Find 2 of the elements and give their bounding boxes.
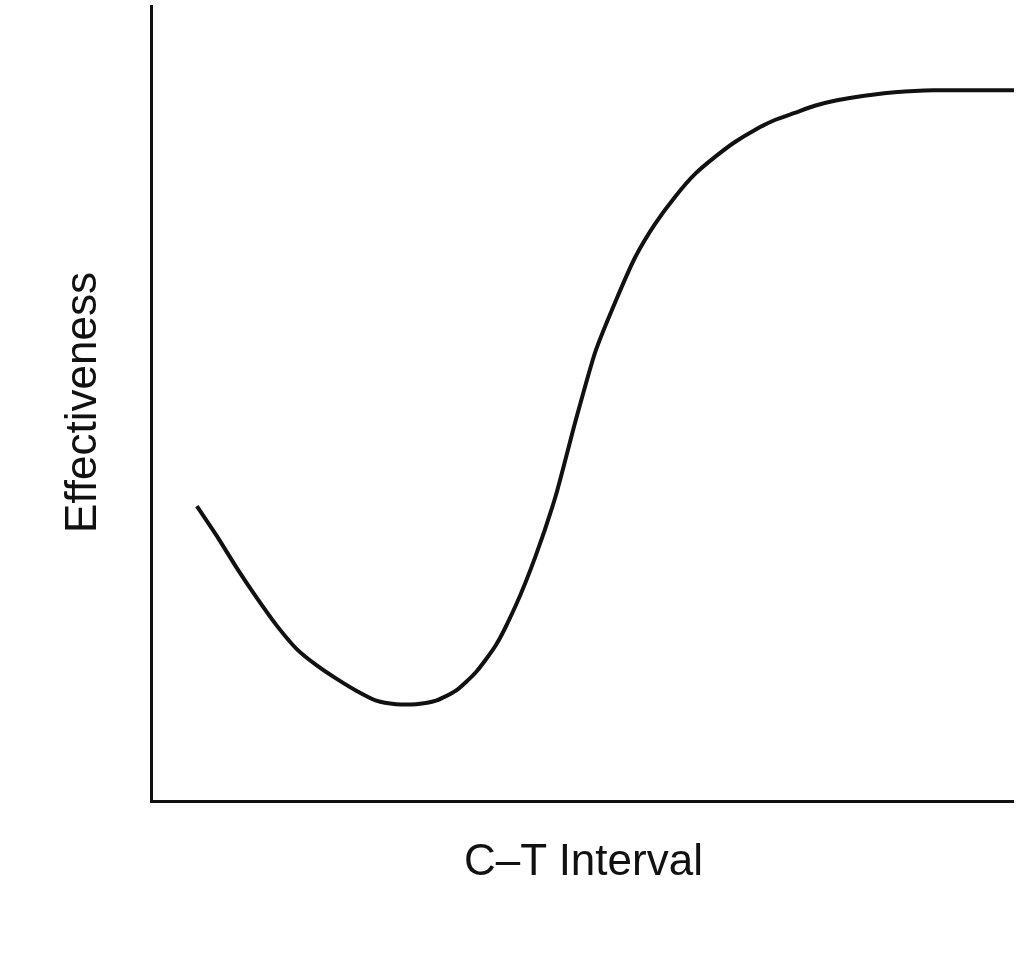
x-axis-title: C–T Interval bbox=[464, 834, 703, 884]
y-axis-title: Effectiveness bbox=[56, 272, 106, 533]
